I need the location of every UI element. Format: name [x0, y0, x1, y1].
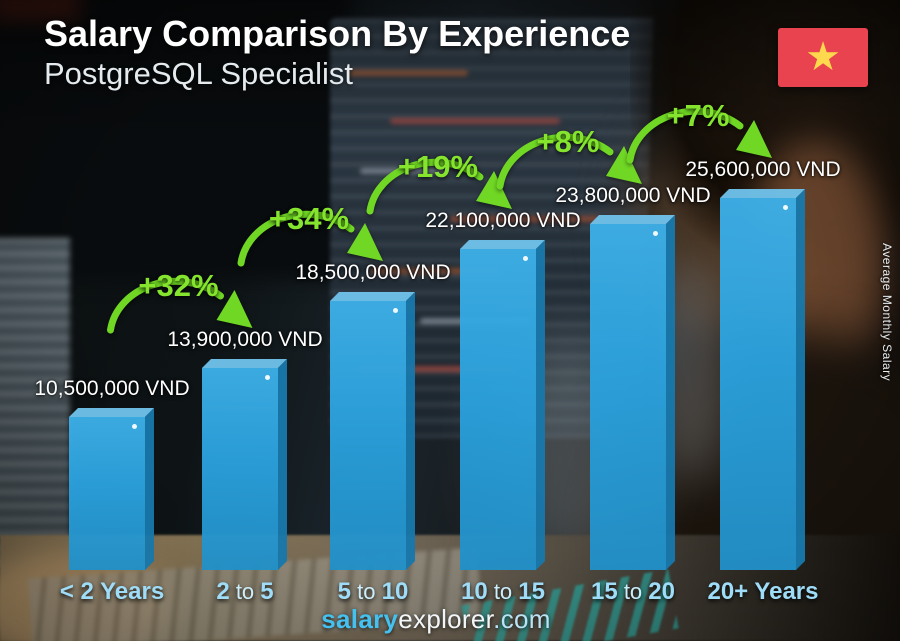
bar [202, 359, 287, 570]
x-axis-category: < 2 Years [2, 578, 222, 606]
bar-top-face [202, 359, 287, 368]
bar-highlight-dot [653, 231, 658, 236]
bar-front-face [330, 301, 406, 570]
header: Salary Comparison By Experience PostgreS… [44, 12, 630, 92]
bar-top-face [460, 240, 545, 249]
bar-value-label: 25,600,000 VND [685, 158, 841, 181]
brand-name-bold: salary [321, 604, 399, 634]
bar-highlight-dot [132, 424, 137, 429]
bar-side-face [536, 240, 545, 570]
bar-front-face [720, 198, 796, 570]
bar-side-face [666, 215, 675, 570]
category-bold-segment: 15 [518, 578, 545, 605]
page-subtitle: PostgreSQL Specialist [44, 56, 354, 91]
category-bold-segment: 20 [648, 578, 675, 605]
category-bold-segment: 2 [216, 578, 230, 605]
x-axis-category: 5 to 10 [263, 578, 483, 606]
bar-side-face [145, 408, 154, 570]
bar-highlight-dot [265, 375, 270, 380]
category-bold-segment: 15 [591, 578, 618, 605]
bar-highlight-dot [783, 205, 788, 210]
bar [590, 215, 675, 570]
category-bold-segment: 5 [260, 578, 274, 605]
bar-highlight-dot [393, 308, 398, 313]
flag-star-icon: ★ [805, 34, 841, 79]
category-bold-segment: 5 [337, 578, 352, 605]
category-light-segment: to [351, 579, 382, 604]
bar-front-face [69, 417, 145, 570]
bar-top-face [590, 215, 675, 224]
percent-increase-label: +32% [138, 268, 219, 303]
bar [720, 189, 805, 570]
x-axis-category: 15 to 20 [523, 578, 743, 606]
category-light-segment: to [487, 579, 519, 604]
bar [330, 292, 415, 570]
code-screen-left [0, 238, 70, 568]
percent-increase-label: +19% [397, 149, 479, 184]
x-axis-category: 2 to 5 [135, 578, 355, 606]
category-light-segment: to [229, 579, 261, 604]
y-axis-label: Average Monthly Salary [880, 243, 894, 382]
bar-side-face [796, 189, 805, 570]
category-light-segment: to [617, 579, 649, 604]
bar-top-face [69, 408, 154, 417]
category-bold-segment: 10 [461, 578, 488, 605]
bar-front-face [590, 224, 666, 570]
bar [460, 240, 545, 570]
page-title: Salary Comparison By Experience [44, 13, 631, 54]
percent-increase-label: +34% [268, 201, 350, 236]
brand-domain: .com [493, 604, 551, 634]
category-bold-segment: 10 [381, 578, 409, 605]
website-footer[interactable]: salaryexplorer.com [0, 604, 900, 635]
category-bold-segment: < 2 Years [59, 578, 165, 605]
category-bold-segment: 20+ Years [707, 578, 819, 605]
bar-value-label: 18,500,000 VND [295, 261, 451, 284]
percent-increase-label: +8% [536, 124, 600, 159]
vietnam-flag-icon: ★ [778, 28, 868, 87]
bar-front-face [460, 249, 536, 570]
bar-side-face [406, 292, 415, 570]
background-warm-corner [0, 0, 80, 20]
x-axis-category: 10 to 15 [393, 578, 613, 606]
bar-value-label: 13,900,000 VND [167, 328, 323, 351]
bar-side-face [278, 359, 287, 570]
percent-increase-label: +7% [666, 98, 730, 133]
bar-highlight-dot [523, 256, 528, 261]
bar-top-face [720, 189, 805, 198]
bar-top-face [330, 292, 415, 301]
bar-value-label: 23,800,000 VND [555, 184, 711, 207]
brand-name-rest: explorer [398, 604, 494, 634]
bar-value-label: 10,500,000 VND [34, 377, 190, 400]
bar [69, 408, 154, 570]
bar-value-label: 22,100,000 VND [425, 209, 581, 232]
x-axis-category: 20+ Years [653, 578, 873, 606]
bar-front-face [202, 368, 278, 570]
